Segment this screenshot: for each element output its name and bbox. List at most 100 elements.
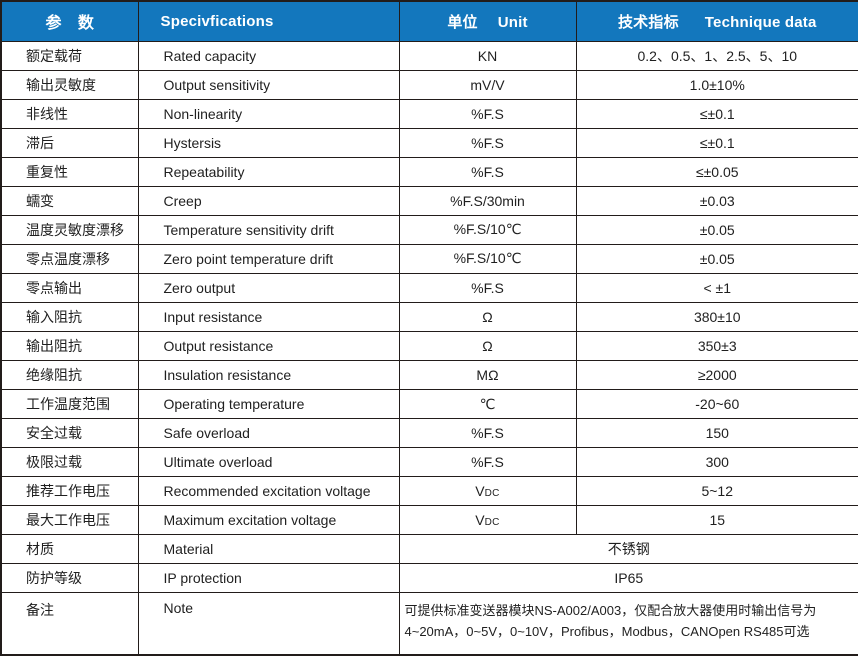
unit-cell: MΩ <box>398 360 577 391</box>
param-cell: 零点温度漂移 <box>0 243 139 274</box>
header-param-label: 参 数 <box>45 15 95 33</box>
param-cell: 输入阻抗 <box>0 301 139 332</box>
table-row: 滞后 Hystersis %F.S ≤±0.1 <box>0 127 858 158</box>
table-row: 非线性 Non-linearity %F.S ≤±0.1 <box>0 98 858 129</box>
table-row: 输出灵敏度 Output sensitivity mV/V 1.0±10% <box>0 69 858 100</box>
table-row: 安全过载 Safe overload %F.S 150 <box>0 418 858 449</box>
note-cell: 可提供标准变送器模块NS-A002/A003，仅配合放大器使用时输出信号为 4~2… <box>398 592 858 656</box>
value-cell: ±0.05 <box>575 214 858 245</box>
header-unit-label-zh: 单位 <box>447 13 478 31</box>
spec-cell: Input resistance <box>137 301 400 332</box>
table-row: 重复性 Repeatability %F.S ≤±0.05 <box>0 156 858 187</box>
table-row: 备注 Note 可提供标准变送器模块NS-A002/A003，仅配合放大器使用时输出… <box>0 592 858 656</box>
param-cell: 非线性 <box>0 98 139 129</box>
unit-cell: VDC <box>398 476 577 507</box>
spec-cell: Operating temperature <box>137 389 400 420</box>
value-cell: ±0.05 <box>575 243 858 274</box>
unit-cell: %F.S <box>398 98 577 129</box>
spec-cell: Note <box>137 592 400 656</box>
spec-cell: Zero point temperature drift <box>137 243 400 274</box>
table-row: 输入阻抗 Input resistance Ω 380±10 <box>0 301 858 332</box>
unit-cell: %F.S <box>398 447 577 478</box>
unit-cell: %F.S <box>398 418 577 449</box>
note-line: 4~20mA，0~5V，0~10V，Profibus，Modbus，CANOpe… <box>404 624 810 640</box>
param-cell: 防护等级 <box>0 563 139 594</box>
header-technique-label-zh: 技术指标 <box>617 13 679 31</box>
spec-cell: Output sensitivity <box>137 69 400 100</box>
param-cell: 极限过载 <box>0 447 139 478</box>
value-cell: 1.0±10% <box>575 69 858 100</box>
param-cell: 材质 <box>0 534 139 565</box>
value-cell: < ±1 <box>575 272 858 303</box>
value-cell: 150 <box>575 418 858 449</box>
table-row: 工作温度范围 Operating temperature ℃ -20~60 <box>0 389 858 420</box>
table-row: 零点输出 Zero output %F.S < ±1 <box>0 272 858 303</box>
value-cell: ≤±0.1 <box>575 98 858 129</box>
spec-cell: Repeatability <box>137 156 400 187</box>
header-unit: 单位 Unit <box>398 0 577 42</box>
param-cell: 蠕变 <box>0 185 139 216</box>
unit-cell: %F.S/10℃ <box>398 243 577 274</box>
table-row: 额定载荷 Rated capacity KN 0.2、0.5、1、2.5、5、10 <box>0 40 858 71</box>
spec-cell: Temperature sensitivity drift <box>137 214 400 245</box>
unit-cell: %F.S <box>398 156 577 187</box>
header-row: 参 数 Specivfications 单位 Unit 技术指标 Technique… <box>0 0 858 42</box>
spec-cell: Zero output <box>137 272 400 303</box>
param-cell: 输出阻抗 <box>0 330 139 362</box>
unit-cell: mV/V <box>398 69 577 100</box>
param-cell: 最大工作电压 <box>0 505 139 536</box>
table-row: 零点温度漂移 Zero point temperature drift %F.S/1… <box>0 243 858 274</box>
value-cell: 15 <box>575 505 858 536</box>
unit-cell: KN <box>398 40 577 71</box>
unit-cell: Ω <box>398 301 577 332</box>
value-cell: 350±3 <box>575 330 858 362</box>
param-cell: 安全过载 <box>0 418 139 449</box>
param-cell: 绝缘阻抗 <box>0 360 139 391</box>
param-cell: 输出灵敏度 <box>0 69 139 100</box>
unit-cell: %F.S <box>398 272 577 303</box>
unit-cell: %F.S/10℃ <box>398 214 577 245</box>
header-unit-label-en: Unit <box>497 13 528 31</box>
table-row: 极限过载 Ultimate overload %F.S 300 <box>0 447 858 478</box>
spec-cell: Recommended excitation voltage <box>137 476 400 507</box>
spec-cell: Non-linearity <box>137 98 400 129</box>
unit-cell: Ω <box>398 330 577 362</box>
table-row: 温度灵敏度漂移 Temperature sensitivity drift %F.S… <box>0 214 858 245</box>
value-cell: 380±10 <box>575 301 858 332</box>
spec-cell: Rated capacity <box>137 40 400 71</box>
param-cell: 工作温度范围 <box>0 389 139 420</box>
header-technique-label-en: Technique data <box>704 13 817 31</box>
header-param: 参 数 <box>0 0 139 42</box>
table-row: 防护等级 IP protection IP65 <box>0 563 858 594</box>
table-row: 输出阻抗 Output resistance Ω 350±3 <box>0 330 858 362</box>
param-cell: 温度灵敏度漂移 <box>0 214 139 245</box>
value-cell: ±0.03 <box>575 185 858 216</box>
table-row: 蠕变 Creep %F.S/30min ±0.03 <box>0 185 858 216</box>
spec-cell: Material <box>137 534 400 565</box>
table-row: 绝缘阻抗 Insulation resistance MΩ ≥2000 <box>0 360 858 391</box>
unit-subscript: DC <box>484 488 500 500</box>
unit-cell: %F.S <box>398 127 577 158</box>
spec-cell: Maximum excitation voltage <box>137 505 400 536</box>
spec-cell: IP protection <box>137 563 400 594</box>
value-cell: ≥2000 <box>575 360 858 391</box>
unit-cell: %F.S/30min <box>398 185 577 216</box>
table-row: 推荐工作电压 Recommended excitation voltage VDC 5… <box>0 476 858 507</box>
merged-value-cell: 不锈钢 <box>398 534 858 565</box>
value-cell: 5~12 <box>575 476 858 507</box>
header-specifications: Specivfications <box>137 0 400 42</box>
unit-cell: ℃ <box>398 389 577 420</box>
param-cell: 推荐工作电压 <box>0 476 139 507</box>
spec-cell: Hystersis <box>137 127 400 158</box>
value-cell: ≤±0.05 <box>575 156 858 187</box>
table-row: 材质 Material 不锈钢 <box>0 534 858 565</box>
param-cell: 零点输出 <box>0 272 139 303</box>
param-cell: 重复性 <box>0 156 139 187</box>
param-cell: 滞后 <box>0 127 139 158</box>
value-cell: ≤±0.1 <box>575 127 858 158</box>
merged-value-cell: IP65 <box>398 563 858 594</box>
spec-cell: Safe overload <box>137 418 400 449</box>
spec-cell: Output resistance <box>137 330 400 362</box>
